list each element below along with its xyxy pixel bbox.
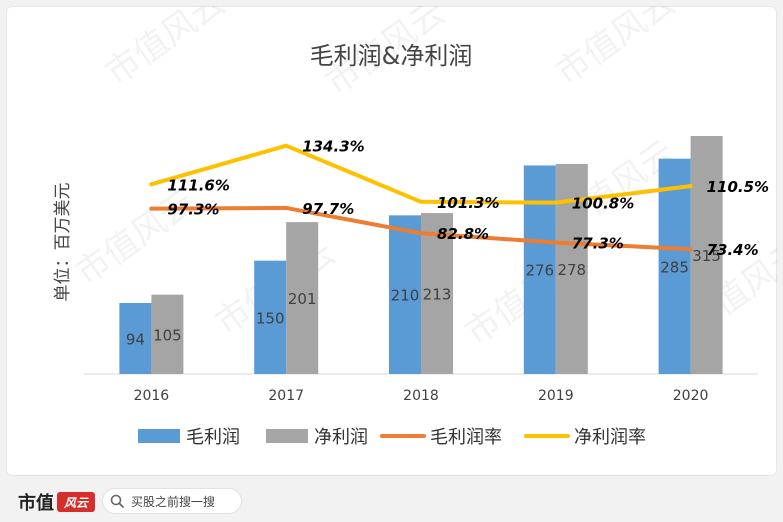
x-tick-label: 2020 — [673, 388, 709, 404]
line-data-label: 77.3% — [572, 235, 624, 253]
brand-logo[interactable]: 市值 风云 — [18, 490, 95, 514]
chart-card: 市值风云市值风云市值风云市值风云市值风云市值风云市值风云市值风云 毛利润&净利润… — [6, 6, 777, 476]
legend-label: 毛利润率 — [430, 427, 502, 448]
line-point — [419, 231, 423, 236]
bar — [421, 213, 453, 374]
line-point — [553, 200, 558, 205]
line-point — [284, 143, 289, 148]
line-data-label: 100.8% — [572, 195, 634, 213]
line-point — [688, 184, 693, 189]
bar-data-label: 105 — [153, 326, 182, 344]
legend-swatch — [138, 429, 180, 443]
bar-data-label: 210 — [391, 287, 420, 305]
line-data-label: 82.8% — [437, 225, 489, 243]
line-point — [284, 205, 289, 210]
line-data-label: 110.5% — [707, 178, 769, 196]
bar-data-label: 276 — [525, 262, 554, 280]
bar-data-label: 150 — [256, 309, 285, 327]
legend-label: 毛利润 — [186, 427, 240, 448]
line-point — [419, 199, 423, 204]
search-placeholder: 买股之前搜一搜 — [131, 494, 216, 509]
bar — [286, 222, 319, 374]
legend-label: 净利润 — [314, 427, 368, 448]
watermark-text: 市值风云 — [548, 6, 682, 93]
line-data-label: 134.3% — [302, 138, 364, 156]
line-data-label: 101.3% — [437, 194, 499, 212]
bar — [389, 215, 421, 374]
search-input[interactable]: 买股之前搜一搜 — [102, 488, 242, 514]
bar-data-label: 315 — [692, 247, 721, 265]
bar — [690, 136, 723, 374]
line-point — [553, 240, 558, 245]
legend-label: 净利润率 — [574, 427, 646, 448]
bar — [151, 294, 184, 374]
chart: 市值风云市值风云市值风云市值风云市值风云市值风云市值风云市值风云 毛利润&净利润… — [53, 6, 777, 448]
brand-name: 市值 — [18, 493, 54, 514]
footer-bar: 市值 风云 买股之前搜一搜 — [0, 480, 783, 522]
watermark-text: 市值风云 — [98, 6, 232, 93]
x-tick-label: 2016 — [134, 388, 170, 404]
line-point — [149, 182, 154, 187]
line-data-label: 97.3% — [167, 201, 219, 219]
chart-title: 毛利润&净利润 — [310, 42, 473, 70]
x-tick-label: 2019 — [538, 388, 574, 404]
legend-swatch — [266, 429, 308, 443]
bar-data-label: 94 — [126, 330, 145, 348]
search-icon — [110, 494, 124, 508]
bar — [523, 165, 556, 374]
watermark-text: 市值风云 — [68, 183, 202, 294]
bar-data-label: 213 — [423, 286, 452, 304]
legend: 毛利润 净利润 毛利润率 净利润率 — [138, 427, 646, 448]
bar — [658, 158, 691, 374]
brand-logo-badge: 风云 — [57, 492, 95, 512]
bar — [119, 302, 152, 374]
line-data-label: 97.7% — [302, 200, 354, 218]
bar-data-label: 285 — [660, 258, 689, 276]
line-point — [149, 206, 154, 211]
line-data-label: 111.6% — [167, 176, 229, 194]
y-axis-label: 单位：百万美元 — [53, 183, 73, 302]
bar — [254, 260, 287, 374]
x-tick-label: 2018 — [403, 388, 439, 404]
line-data-label: 73.4% — [707, 241, 759, 259]
x-tick-label: 2017 — [268, 388, 304, 404]
bar-data-label: 278 — [557, 261, 586, 279]
bar-data-label: 201 — [288, 290, 317, 308]
line-point — [688, 247, 693, 252]
